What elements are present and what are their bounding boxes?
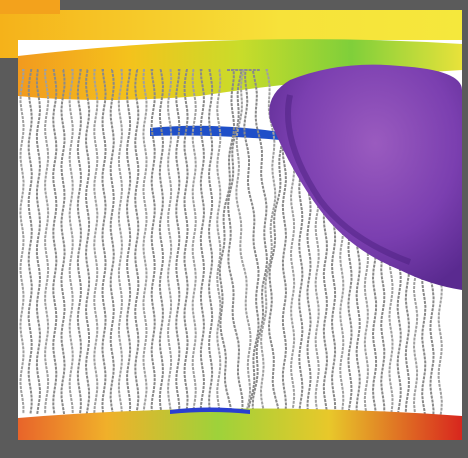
fiber [289, 139, 296, 413]
frame-top [60, 0, 468, 10]
fiber [117, 69, 124, 415]
fiber [235, 69, 252, 415]
fiber [150, 69, 156, 415]
fiber [281, 131, 288, 414]
fiber [267, 124, 285, 414]
fiber [19, 69, 25, 414]
top-plate-edge [150, 125, 280, 140]
top-corner [0, 0, 60, 14]
fiber [437, 272, 443, 418]
bottom-plate [18, 408, 462, 440]
fiber [243, 69, 260, 415]
fiber [76, 69, 82, 415]
fiber [93, 69, 99, 415]
fiber [330, 176, 337, 418]
fiber [199, 69, 206, 415]
fiber [191, 69, 197, 415]
fiber [183, 69, 189, 415]
fiber-group [19, 69, 443, 420]
fiber [134, 69, 140, 415]
frame-bottom [0, 440, 468, 458]
fiber [175, 69, 181, 415]
fiber [35, 69, 42, 415]
fiber [322, 168, 329, 418]
fiber [218, 69, 236, 415]
droplet [269, 64, 462, 290]
fiber [306, 154, 312, 420]
frame-right [462, 10, 468, 458]
fiber [216, 69, 222, 415]
fiber [60, 69, 66, 415]
fiber [52, 69, 58, 415]
fiber [101, 69, 107, 415]
fiber [142, 69, 148, 415]
fiber [43, 69, 50, 415]
fiber [68, 69, 74, 415]
fiber [158, 69, 165, 415]
fiber [298, 146, 304, 420]
fiber [207, 69, 214, 415]
fiber [27, 69, 33, 415]
fiber [166, 69, 173, 415]
bottom-plate-center [170, 407, 250, 414]
fiber [125, 69, 132, 415]
fiber [227, 69, 244, 415]
fiber [109, 69, 115, 415]
fiber [84, 69, 91, 415]
fiber [251, 69, 269, 415]
top-plate-back [0, 0, 468, 58]
fiber [429, 264, 435, 418]
droplet-shade [285, 94, 412, 265]
